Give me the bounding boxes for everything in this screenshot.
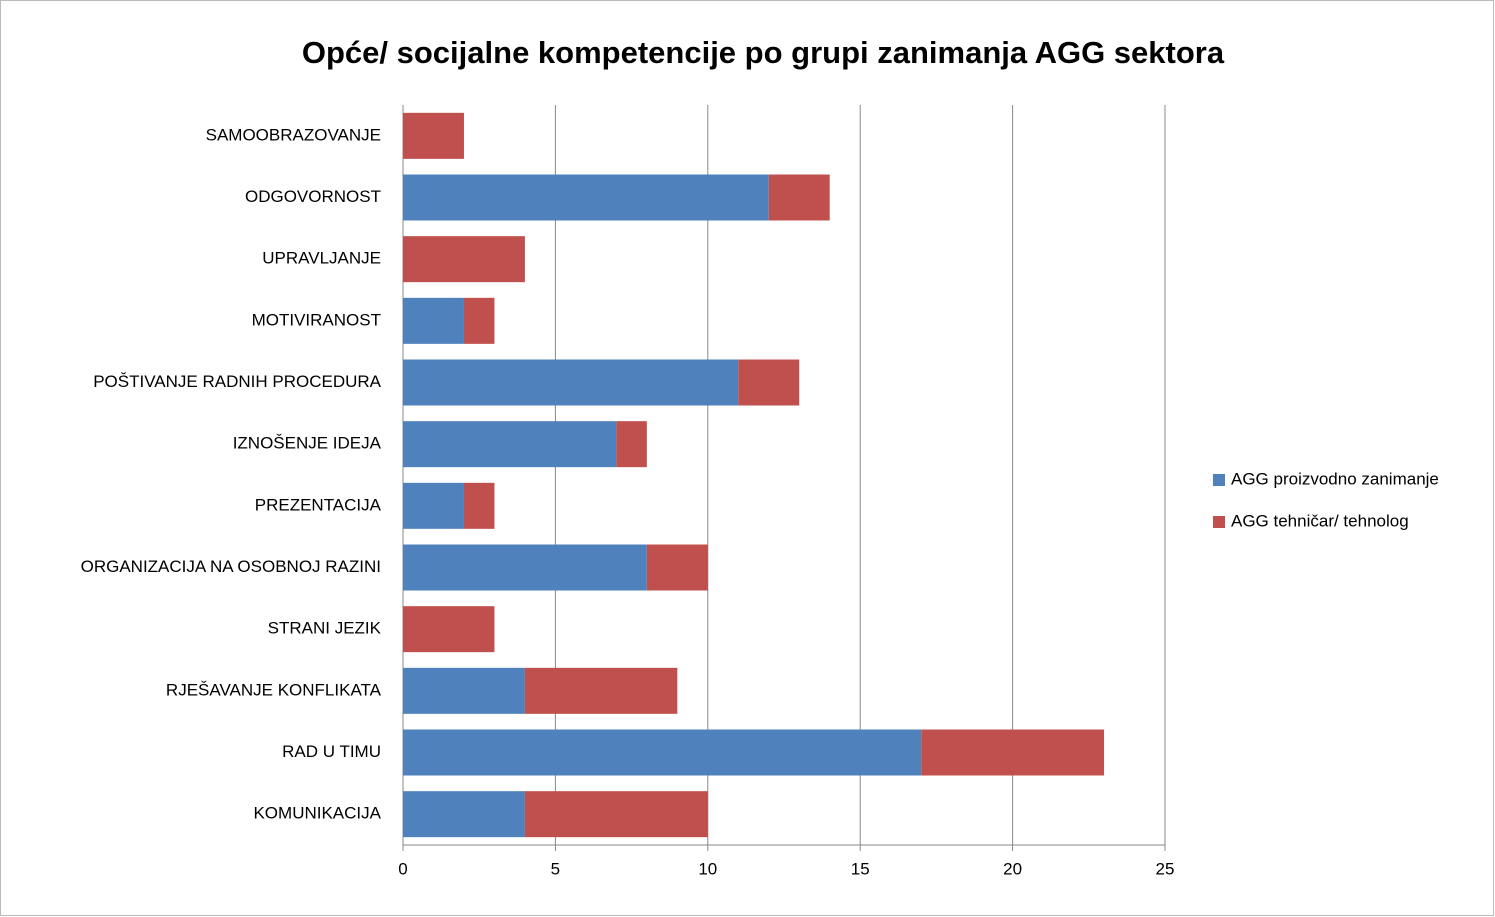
bar-segment [403, 174, 769, 221]
y-tick-label: POŠTIVANJE RADNIH PROCEDURA [93, 372, 381, 391]
y-tick-label: RAD U TIMU [282, 742, 381, 761]
bar-segment [403, 421, 617, 468]
bar-segment [403, 482, 464, 529]
bar-segment [616, 421, 647, 468]
bar-segment [403, 236, 525, 283]
x-tick-label: 25 [1156, 859, 1175, 878]
y-tick-label: UPRAVLJANJE [262, 249, 381, 268]
y-tick-label: MOTIVIRANOST [252, 310, 381, 329]
y-tick-label: KOMUNIKACIJA [253, 804, 381, 823]
bar-segment [403, 297, 464, 344]
x-tick-label: 10 [698, 859, 717, 878]
y-tick-label: ODGOVORNOST [245, 187, 381, 206]
legend-label: AGG proizvodno zanimanje [1231, 469, 1439, 488]
bar-segment [646, 544, 708, 591]
x-tick-label: 5 [551, 859, 560, 878]
bar-segment [403, 544, 647, 591]
y-tick-label: RJEŠAVANJE KONFLIKATA [166, 680, 382, 699]
bar-segment [403, 112, 464, 159]
x-tick-label: 15 [851, 859, 870, 878]
x-tick-label: 0 [398, 859, 407, 878]
bar-segment [403, 606, 495, 653]
y-tick-label: SAMOOBRAZOVANJE [206, 125, 381, 144]
legend-label: AGG tehničar/ tehnolog [1231, 511, 1409, 530]
legend-swatch [1213, 474, 1225, 486]
y-tick-label: IZNOŠENJE IDEJA [233, 434, 382, 453]
bar-segment [403, 359, 739, 406]
x-tick-label: 20 [1003, 859, 1022, 878]
bar-segment [524, 667, 678, 714]
chart-title: Opće/ socijalne kompetencije po grupi za… [302, 35, 1225, 70]
bar-segment [463, 297, 495, 344]
bar-segment [524, 791, 708, 838]
legend-swatch [1213, 516, 1225, 528]
y-tick-label: PREZENTACIJA [255, 495, 382, 514]
bar-segment [403, 729, 922, 776]
bar-segment [403, 667, 525, 714]
bar-segment [768, 174, 830, 221]
bar-segment [403, 791, 525, 838]
y-tick-label: ORGANIZACIJA NA OSOBNOJ RAZINI [81, 557, 381, 576]
bar-segment [921, 729, 1105, 776]
y-tick-label: STRANI JEZIK [268, 619, 382, 638]
bar-segment [463, 482, 495, 529]
bar-segment [738, 359, 800, 406]
